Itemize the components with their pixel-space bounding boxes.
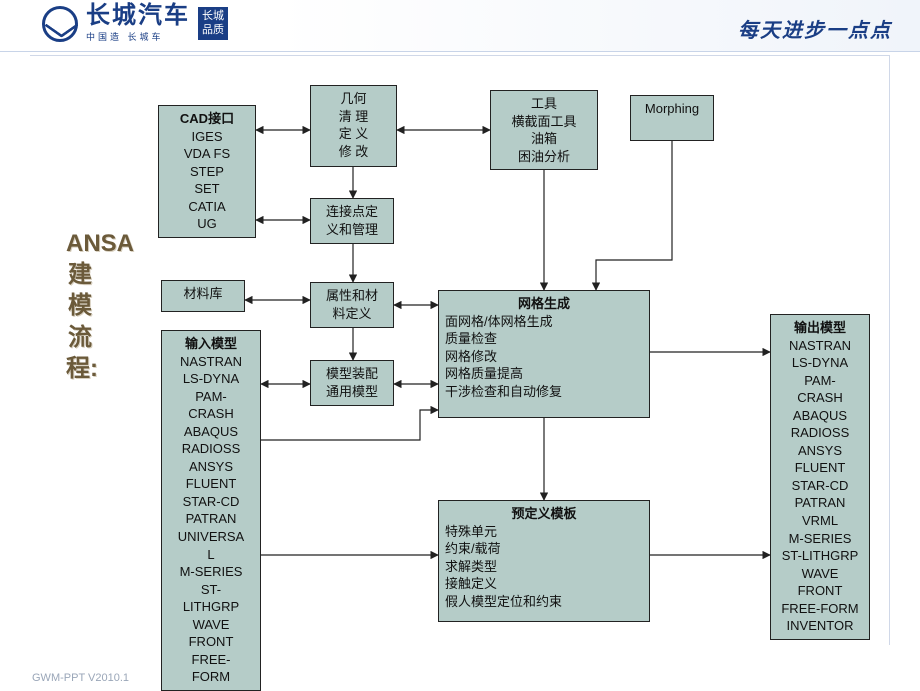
node-matlib: 材料库	[161, 280, 245, 312]
node-conn: 连接点定义和管理	[310, 198, 394, 244]
node-prop: 属性和材料定义	[310, 282, 394, 328]
node-output: 输出模型NASTRANLS-DYNAPAM-CRASHABAQUSRADIOSS…	[770, 314, 870, 640]
edge-input-mesh	[261, 410, 438, 440]
node-morph: Morphing	[630, 95, 714, 141]
node-preset: 预定义模板特殊单元约束/载荷求解类型接触定义假人模型定位和约束	[438, 500, 650, 622]
footer-version: GWM-PPT V2010.1	[32, 672, 129, 684]
node-input: 输入模型NASTRANLS-DYNAPAM-CRASHABAQUSRADIOSS…	[161, 330, 261, 691]
flowchart-canvas: CAD接口IGESVDA FSSTEPSETCATIAUG 几何清 理定 义修 改…	[0, 0, 920, 690]
node-geom: 几何清 理定 义修 改	[310, 85, 397, 167]
node-assem: 模型装配通用模型	[310, 360, 394, 406]
node-mesh: 网格生成面网格/体网格生成质量检查网格修改网格质量提高干涉检查和自动修复	[438, 290, 650, 418]
node-cad: CAD接口IGESVDA FSSTEPSETCATIAUG	[158, 105, 256, 238]
node-tools: 工具横截面工具油箱困油分析	[490, 90, 598, 170]
edge-morph-mesh	[596, 141, 672, 290]
